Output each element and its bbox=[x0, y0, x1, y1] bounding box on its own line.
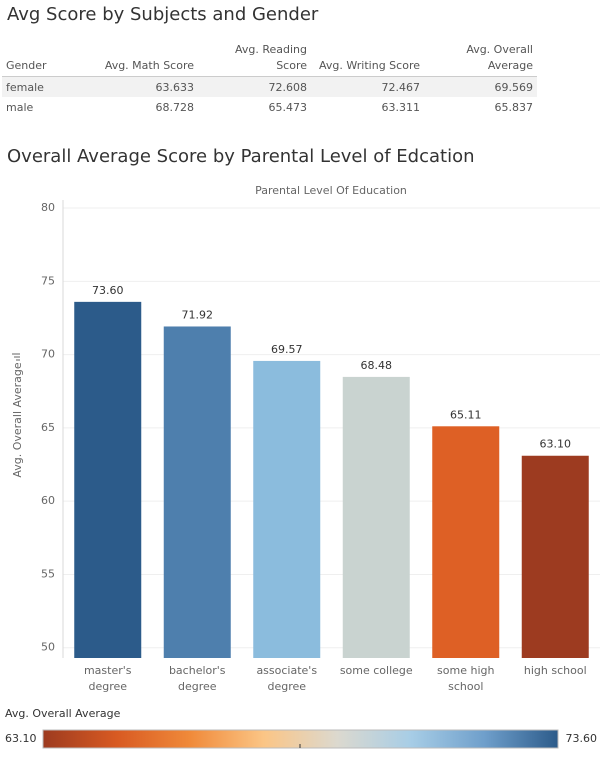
bar bbox=[253, 360, 321, 658]
x-tick-label: bachelor's degree bbox=[168, 664, 226, 693]
header-row: Gender Avg. Math Score Avg. Reading Score A… bbox=[2, 42, 537, 77]
value-label: 73.60 bbox=[92, 284, 124, 297]
value-label: 68.48 bbox=[361, 359, 393, 372]
column-header: Avg. Writing Score bbox=[311, 42, 424, 77]
y-tick-label: 65 bbox=[41, 421, 55, 434]
y-tick-label: 50 bbox=[41, 641, 55, 654]
x-tick-label: some high school bbox=[437, 664, 495, 693]
y-tick-label: 80 bbox=[41, 201, 55, 214]
column-header: Avg. Math Score bbox=[80, 42, 198, 77]
table-cell: 72.608 bbox=[198, 76, 311, 97]
bar bbox=[521, 455, 589, 658]
y-axis-label: Avg. Overall Average bbox=[11, 362, 24, 478]
table-row: male 68.728 65.473 63.311 65.837 bbox=[2, 97, 537, 117]
x-header: Parental Level Of Education bbox=[255, 184, 407, 197]
bar bbox=[342, 376, 410, 658]
value-label: 69.57 bbox=[271, 343, 303, 356]
table-title: Avg Score by Subjects and Gender bbox=[7, 4, 319, 25]
table-cell: 69.569 bbox=[424, 76, 537, 97]
y-tick-label: 70 bbox=[41, 348, 55, 361]
bar bbox=[163, 326, 231, 658]
column-header: Avg. Overall Average bbox=[424, 42, 537, 77]
value-label: 71.92 bbox=[182, 308, 214, 321]
y-tick-label: 75 bbox=[41, 274, 55, 287]
value-label: 63.10 bbox=[540, 438, 572, 451]
column-header: Gender bbox=[2, 42, 80, 77]
score-table: Gender Avg. Math Score Avg. Reading Score A… bbox=[2, 42, 537, 117]
legend-min-label: 63.10 bbox=[5, 732, 37, 745]
chart-title: Overall Average Score by Parental Level … bbox=[7, 146, 475, 167]
bar bbox=[432, 426, 500, 658]
legend-title: Avg. Overall Average bbox=[5, 707, 121, 720]
bar bbox=[74, 301, 142, 658]
legend-max-label: 73.60 bbox=[566, 732, 598, 745]
x-tick-label: associate's degree bbox=[256, 664, 318, 693]
table-cell: male bbox=[6, 100, 34, 114]
table-cell: 65.837 bbox=[494, 100, 534, 114]
y-tick-label: 60 bbox=[41, 494, 55, 507]
value-label: 65.11 bbox=[450, 408, 482, 421]
x-tick-label: high school bbox=[523, 664, 587, 677]
table-cell: 63.311 bbox=[381, 100, 421, 114]
table-cell: 63.633 bbox=[80, 76, 198, 97]
table-cell: 65.473 bbox=[268, 100, 308, 114]
column-header: Avg. Reading Score bbox=[198, 42, 311, 77]
x-tick-label: master's degree bbox=[83, 664, 132, 693]
table-cell: female bbox=[2, 76, 80, 97]
y-tick-label: 55 bbox=[41, 567, 55, 580]
table-cell: 72.467 bbox=[311, 76, 424, 97]
sort-icon bbox=[12, 353, 20, 361]
table-cell: 68.728 bbox=[155, 100, 195, 114]
x-tick-label: some college bbox=[339, 664, 413, 677]
table-row: female 63.633 72.608 72.467 69.569 bbox=[2, 76, 537, 97]
